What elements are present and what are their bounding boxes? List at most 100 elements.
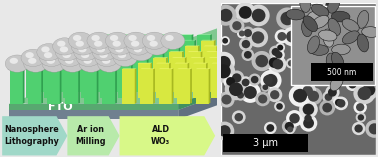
Circle shape xyxy=(53,38,77,55)
Polygon shape xyxy=(272,34,287,35)
Polygon shape xyxy=(222,57,223,92)
Polygon shape xyxy=(153,57,168,58)
Circle shape xyxy=(327,50,347,70)
Polygon shape xyxy=(121,40,122,75)
Polygon shape xyxy=(206,51,221,52)
Circle shape xyxy=(351,22,363,33)
Polygon shape xyxy=(159,69,172,104)
Polygon shape xyxy=(9,22,378,104)
Circle shape xyxy=(328,88,337,97)
Circle shape xyxy=(218,92,235,108)
Polygon shape xyxy=(76,63,77,98)
Polygon shape xyxy=(105,34,119,35)
Ellipse shape xyxy=(8,68,27,71)
Circle shape xyxy=(294,56,313,74)
Circle shape xyxy=(244,29,252,37)
Circle shape xyxy=(262,84,268,90)
Polygon shape xyxy=(144,41,157,75)
Circle shape xyxy=(98,55,121,72)
Polygon shape xyxy=(235,46,237,81)
Circle shape xyxy=(363,84,375,96)
Polygon shape xyxy=(113,63,114,98)
Circle shape xyxy=(9,58,18,64)
Polygon shape xyxy=(254,46,255,81)
Polygon shape xyxy=(169,51,184,52)
Circle shape xyxy=(41,46,50,52)
Polygon shape xyxy=(141,46,143,81)
Circle shape xyxy=(129,43,153,61)
Circle shape xyxy=(234,113,243,121)
Circle shape xyxy=(280,12,294,25)
Polygon shape xyxy=(190,58,203,92)
Polygon shape xyxy=(206,63,208,98)
Circle shape xyxy=(229,82,243,96)
Polygon shape xyxy=(102,40,104,75)
Ellipse shape xyxy=(145,45,164,48)
Ellipse shape xyxy=(60,62,79,65)
Polygon shape xyxy=(304,34,305,69)
Circle shape xyxy=(46,58,55,64)
Circle shape xyxy=(335,99,342,106)
Circle shape xyxy=(315,49,333,67)
Polygon shape xyxy=(39,63,40,98)
Ellipse shape xyxy=(328,0,340,13)
Circle shape xyxy=(296,14,314,32)
Ellipse shape xyxy=(330,74,343,91)
Circle shape xyxy=(252,9,265,22)
Ellipse shape xyxy=(300,0,311,12)
FancyArrow shape xyxy=(2,116,67,155)
Circle shape xyxy=(335,60,351,74)
Polygon shape xyxy=(198,46,200,81)
Polygon shape xyxy=(73,46,86,81)
Polygon shape xyxy=(172,57,187,58)
Circle shape xyxy=(260,72,276,88)
Circle shape xyxy=(237,92,244,99)
Polygon shape xyxy=(9,104,178,110)
Circle shape xyxy=(285,125,295,134)
Circle shape xyxy=(42,55,66,72)
Polygon shape xyxy=(73,57,74,92)
Ellipse shape xyxy=(286,9,305,20)
Polygon shape xyxy=(160,34,175,35)
Polygon shape xyxy=(28,69,41,104)
Circle shape xyxy=(79,55,103,72)
Circle shape xyxy=(263,75,273,85)
Circle shape xyxy=(364,38,378,53)
Ellipse shape xyxy=(332,52,344,69)
Circle shape xyxy=(97,46,105,52)
Circle shape xyxy=(302,112,314,124)
Circle shape xyxy=(223,74,238,89)
Polygon shape xyxy=(126,51,127,87)
Polygon shape xyxy=(243,52,256,87)
Circle shape xyxy=(264,74,277,87)
Circle shape xyxy=(213,52,235,74)
Polygon shape xyxy=(259,46,272,81)
Circle shape xyxy=(336,57,343,63)
Ellipse shape xyxy=(97,62,116,65)
Text: ALD
WO₃: ALD WO₃ xyxy=(151,125,170,146)
Polygon shape xyxy=(26,63,39,98)
Circle shape xyxy=(363,72,378,90)
Circle shape xyxy=(244,86,257,99)
Polygon shape xyxy=(177,69,190,104)
Polygon shape xyxy=(275,40,290,41)
Circle shape xyxy=(113,49,137,67)
Polygon shape xyxy=(78,57,93,58)
Polygon shape xyxy=(105,46,106,81)
Polygon shape xyxy=(256,51,258,87)
Circle shape xyxy=(355,124,363,133)
Circle shape xyxy=(24,55,48,72)
Polygon shape xyxy=(102,69,115,104)
Polygon shape xyxy=(84,69,97,104)
Ellipse shape xyxy=(147,51,167,54)
Circle shape xyxy=(347,18,366,37)
Circle shape xyxy=(338,62,348,72)
Circle shape xyxy=(353,83,375,104)
Polygon shape xyxy=(187,52,201,87)
Polygon shape xyxy=(222,46,235,81)
Circle shape xyxy=(288,60,294,66)
Circle shape xyxy=(129,35,137,41)
Polygon shape xyxy=(179,34,194,35)
Circle shape xyxy=(76,49,100,67)
Polygon shape xyxy=(105,35,118,69)
